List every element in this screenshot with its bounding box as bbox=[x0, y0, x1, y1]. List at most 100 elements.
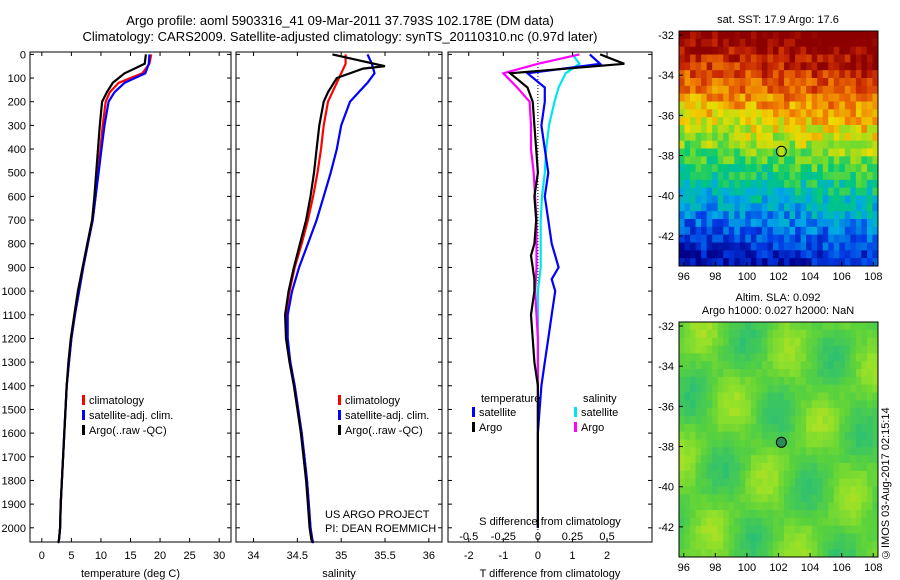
sst-cell bbox=[761, 31, 769, 40]
sla-cell bbox=[789, 369, 796, 378]
sst-cell bbox=[855, 258, 863, 266]
sst-cell bbox=[872, 187, 878, 197]
sla-cell bbox=[866, 439, 874, 448]
sla-cell bbox=[712, 525, 719, 535]
sla-cell bbox=[728, 384, 735, 394]
sla-cell bbox=[850, 369, 857, 378]
depth-tick-label: 1200 bbox=[2, 333, 26, 345]
sst-cell bbox=[795, 187, 802, 197]
sst-cell bbox=[728, 31, 735, 40]
sla-cell bbox=[767, 376, 774, 386]
sla-cell bbox=[833, 502, 840, 511]
sst-cell bbox=[706, 38, 713, 48]
sst-cell bbox=[795, 101, 802, 110]
sla-cell bbox=[789, 439, 796, 448]
sst-cell bbox=[844, 211, 851, 220]
sla-cell bbox=[695, 416, 702, 425]
sla-cell bbox=[679, 510, 686, 519]
sst-cell bbox=[839, 164, 846, 173]
sst-cell bbox=[690, 203, 697, 212]
sst-cell bbox=[772, 93, 780, 103]
sst-cell bbox=[772, 179, 780, 189]
sla-cell bbox=[778, 533, 785, 542]
sla-cell bbox=[806, 369, 813, 378]
sst-cell bbox=[745, 258, 752, 266]
sst-cell bbox=[778, 211, 785, 220]
sst-cell bbox=[789, 211, 796, 220]
sst-cell bbox=[695, 46, 702, 56]
sla-cell bbox=[806, 533, 813, 542]
sst-cell bbox=[756, 156, 763, 165]
sla-cell bbox=[745, 322, 752, 331]
sla-cell bbox=[712, 463, 719, 472]
sst-cell bbox=[872, 70, 878, 79]
sla-cell bbox=[828, 478, 835, 488]
sla-cell bbox=[850, 431, 857, 441]
sla-cell bbox=[701, 470, 708, 480]
sla-cell bbox=[734, 478, 741, 488]
sst-cell bbox=[761, 187, 769, 197]
sla-cell bbox=[701, 463, 708, 472]
sla-cell bbox=[778, 517, 785, 527]
sst-cell bbox=[817, 148, 824, 157]
sst-cell bbox=[861, 203, 868, 212]
sst-cell bbox=[706, 242, 713, 251]
sla-cell bbox=[806, 345, 813, 354]
sla-cell bbox=[772, 541, 780, 550]
sst-cell bbox=[772, 172, 780, 181]
sst-cell bbox=[855, 78, 863, 87]
sla-cell bbox=[739, 494, 746, 503]
sst-cell bbox=[817, 117, 824, 126]
sla-cell bbox=[795, 510, 802, 519]
sla-cell bbox=[855, 400, 863, 409]
sst-cell bbox=[695, 132, 702, 142]
sst-cell bbox=[861, 31, 868, 40]
sst-cell bbox=[690, 219, 697, 228]
sla-cell bbox=[690, 369, 697, 378]
sla-xtick-label: 100 bbox=[738, 562, 756, 574]
sla-cell bbox=[833, 455, 840, 464]
sla-cell bbox=[822, 549, 829, 557]
sst-cell bbox=[800, 38, 807, 48]
sst-cell bbox=[712, 132, 719, 142]
sst-cell bbox=[750, 164, 757, 173]
sst-cell bbox=[850, 164, 857, 173]
sst-cell bbox=[690, 242, 697, 251]
sst-cell bbox=[800, 132, 807, 142]
sst-cell bbox=[734, 179, 741, 189]
sla-cell bbox=[784, 517, 791, 527]
sst-cell bbox=[839, 54, 846, 63]
sla-xtick-label: 106 bbox=[832, 562, 850, 574]
sla-cell bbox=[728, 455, 735, 464]
sst-cell bbox=[872, 109, 878, 118]
sst-cell bbox=[855, 31, 863, 40]
sst-cell bbox=[844, 38, 851, 48]
sst-cell bbox=[772, 164, 780, 173]
sla-cell bbox=[734, 392, 741, 401]
sst-cell bbox=[706, 140, 713, 150]
sst-cell bbox=[695, 156, 702, 165]
sla-cell bbox=[789, 549, 796, 557]
sst-cell bbox=[723, 226, 730, 236]
depth-tick-label: 1400 bbox=[2, 381, 26, 393]
sla-cell bbox=[684, 322, 691, 331]
sst-cell bbox=[690, 54, 697, 63]
sst-cell bbox=[795, 156, 802, 165]
sst-cell bbox=[756, 78, 763, 87]
sst-cell bbox=[822, 54, 829, 63]
sst-cell bbox=[750, 195, 757, 204]
sst-cell bbox=[706, 125, 713, 134]
sla-cell bbox=[866, 486, 874, 495]
sst-cell bbox=[739, 117, 746, 126]
sst-xtick-label: 106 bbox=[832, 271, 850, 283]
sst-cell bbox=[695, 101, 702, 110]
sst-cell bbox=[723, 211, 730, 220]
sla-xtick-label: 102 bbox=[769, 562, 787, 574]
sst-cell bbox=[690, 38, 697, 48]
sla-cell bbox=[695, 494, 702, 503]
sst-cell bbox=[833, 38, 840, 48]
sst-cell bbox=[839, 250, 846, 259]
temp-legend-label: climatology bbox=[89, 395, 145, 407]
sla-cell bbox=[750, 416, 757, 425]
sla-cell bbox=[872, 439, 878, 448]
